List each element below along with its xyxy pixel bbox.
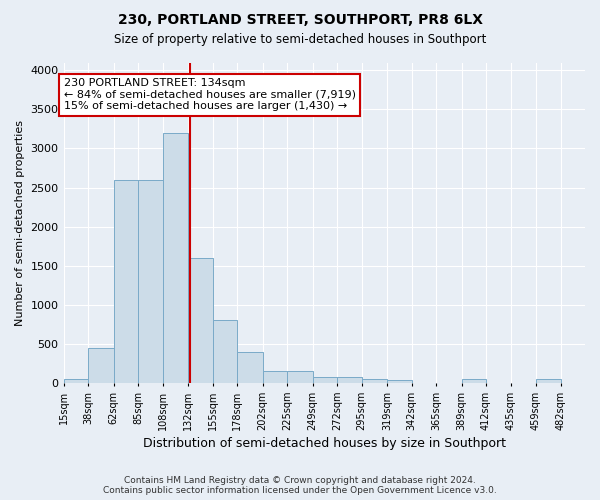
Bar [237,352,263,383]
Bar [313,376,337,383]
Bar [138,180,163,383]
Bar [163,133,188,383]
Bar [188,258,212,383]
Bar [212,320,237,383]
Bar [387,380,412,383]
Bar [287,371,313,383]
Bar [263,371,287,383]
Bar [337,378,362,383]
Bar [362,379,387,383]
X-axis label: Distribution of semi-detached houses by size in Southport: Distribution of semi-detached houses by … [143,437,506,450]
Bar [88,348,113,383]
Bar [113,180,138,383]
Text: 230 PORTLAND STREET: 134sqm
← 84% of semi-detached houses are smaller (7,919)
15: 230 PORTLAND STREET: 134sqm ← 84% of sem… [64,78,356,112]
Text: 230, PORTLAND STREET, SOUTHPORT, PR8 6LX: 230, PORTLAND STREET, SOUTHPORT, PR8 6LX [118,12,482,26]
Text: Contains HM Land Registry data © Crown copyright and database right 2024.
Contai: Contains HM Land Registry data © Crown c… [103,476,497,495]
Y-axis label: Number of semi-detached properties: Number of semi-detached properties [15,120,25,326]
Bar [461,379,486,383]
Bar [64,379,88,383]
Text: Size of property relative to semi-detached houses in Southport: Size of property relative to semi-detach… [114,32,486,46]
Bar [536,379,560,383]
